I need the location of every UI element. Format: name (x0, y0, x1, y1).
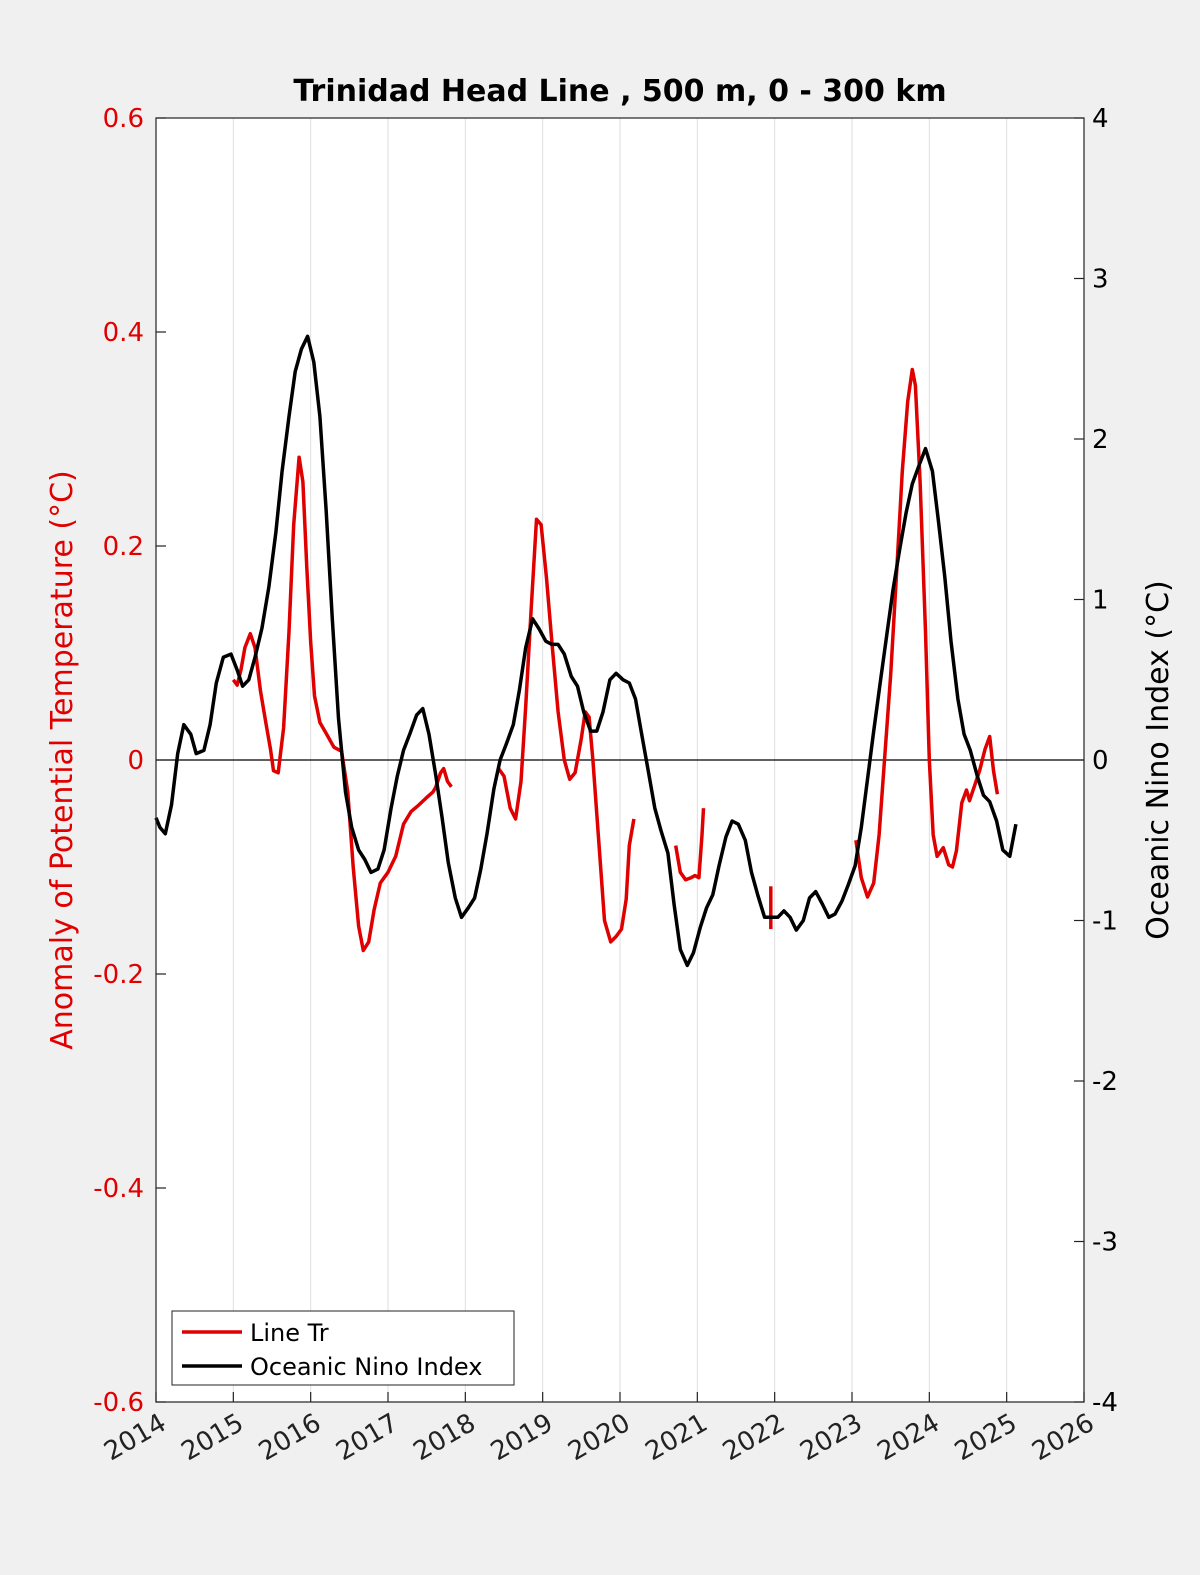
series-line-oceanic-nino-index (154, 334, 1018, 968)
right-y-axis-label: Oceanic Nino Index (°C) (1141, 580, 1176, 940)
x-tick-label: 2026 (1027, 1408, 1099, 1467)
right-y-tick-label: -2 (1092, 1067, 1118, 1097)
right-y-tick-label: 2 (1092, 425, 1109, 455)
left-y-tick-label: -0.2 (93, 960, 144, 990)
legend-label-line-tr: Line Tr (250, 1319, 329, 1347)
x-tick-label: 2017 (331, 1408, 403, 1467)
right-y-tick-label: 3 (1092, 265, 1109, 295)
right-y-tick-label: -4 (1092, 1388, 1118, 1418)
right-y-axis: -4 -3 -2 -1 0 1 2 3 4 (1074, 104, 1118, 1418)
legend-box (171, 1310, 515, 1386)
left-y-tick-label: 0 (127, 746, 144, 776)
x-tick-label: 2022 (718, 1408, 790, 1467)
left-y-tick-label: -0.6 (93, 1388, 144, 1418)
series-line-line-tr (673, 808, 706, 882)
x-tick-label: 2016 (254, 1408, 326, 1467)
left-y-tick-label: 0.6 (103, 104, 144, 134)
right-y-tick-label: -1 (1092, 907, 1118, 937)
legend: Line Tr Oceanic Nino Index (171, 1310, 515, 1386)
x-tick-label: 2021 (641, 1408, 713, 1467)
x-tick-label: 2025 (950, 1408, 1022, 1467)
series-line-line-tr (854, 367, 1000, 899)
chart-title: Trinidad Head Line , 500 m, 0 - 300 km (293, 74, 946, 109)
series-layer (154, 334, 1018, 968)
series-line-line-tr (231, 455, 453, 953)
x-tick-label: 2019 (486, 1408, 558, 1467)
right-y-tick-label: 0 (1092, 746, 1109, 776)
series-line-line-tr (496, 517, 636, 944)
right-y-tick-label: 4 (1092, 104, 1109, 134)
legend-label-oni: Oceanic Nino Index (250, 1353, 482, 1381)
x-tick-label: 2015 (177, 1408, 249, 1467)
right-y-tick-label: -3 (1092, 1228, 1118, 1258)
x-tick-label: 2023 (795, 1408, 867, 1467)
left-y-axis-label: Anomaly of Potential Temperature (°C) (45, 470, 80, 1049)
left-y-tick-label: 0.2 (103, 532, 144, 562)
x-tick-label: 2018 (409, 1408, 481, 1467)
left-y-tick-label: -0.4 (93, 1174, 144, 1204)
left-y-tick-label: 0.4 (103, 318, 144, 348)
left-y-axis: -0.6 -0.4 -0.2 0 0.2 0.4 0.6 (93, 104, 166, 1418)
x-tick-label: 2024 (873, 1408, 945, 1467)
x-axis: 2014 2015 2016 2017 2018 2019 2020 2021 2022 2023… (99, 1392, 1100, 1467)
x-tick-label: 2020 (563, 1408, 635, 1467)
right-y-tick-label: 1 (1092, 586, 1109, 616)
